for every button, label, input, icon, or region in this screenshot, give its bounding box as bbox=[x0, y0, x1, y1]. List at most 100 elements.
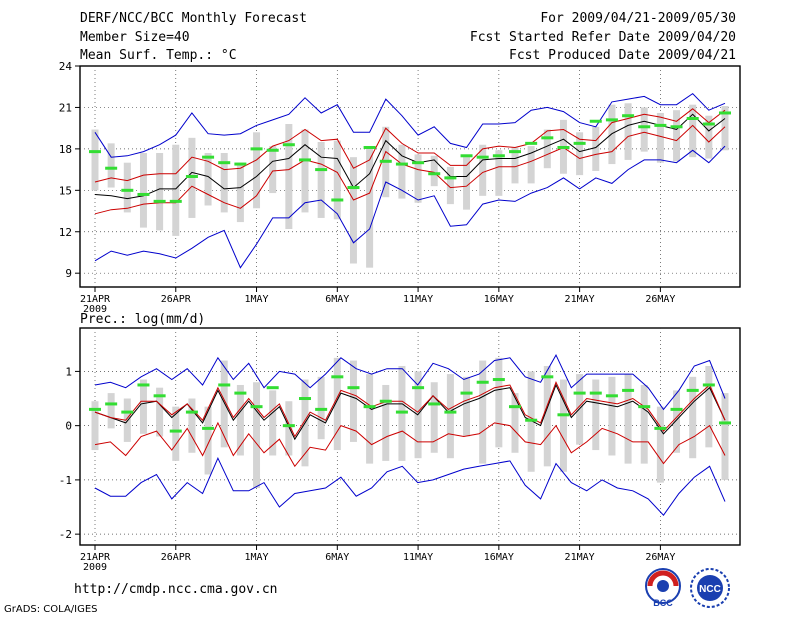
observed-marker bbox=[670, 125, 683, 129]
member-size: Member Size=40 bbox=[80, 30, 190, 45]
observed-marker bbox=[89, 407, 101, 411]
observed-marker bbox=[121, 188, 134, 192]
observed-marker bbox=[541, 136, 554, 140]
ensemble-box bbox=[236, 384, 244, 456]
x-tick-label: 16MAY bbox=[484, 294, 514, 305]
observed-marker bbox=[525, 418, 538, 422]
x-tick-label: 21MAY bbox=[565, 294, 595, 305]
observed-marker bbox=[412, 161, 425, 165]
ensemble-box bbox=[107, 143, 115, 188]
x-tick-label: 21APR bbox=[80, 294, 111, 305]
y-tick-label: 18 bbox=[59, 143, 72, 156]
observed-marker bbox=[589, 119, 602, 123]
ensemble-box bbox=[317, 141, 325, 218]
ensemble-box bbox=[446, 374, 454, 459]
observed-marker bbox=[654, 426, 667, 430]
ensemble-box bbox=[656, 406, 664, 483]
y-tick-label: 24 bbox=[59, 60, 73, 73]
ensemble-box bbox=[463, 157, 471, 210]
ensemble-box bbox=[285, 124, 293, 229]
ensemble-box bbox=[204, 153, 212, 206]
x-tick-label: 1MAY bbox=[244, 552, 268, 563]
observed-marker bbox=[605, 118, 618, 122]
observed-marker bbox=[331, 375, 344, 379]
observed-marker bbox=[315, 168, 328, 172]
observed-marker bbox=[428, 402, 441, 406]
observed-marker bbox=[573, 141, 586, 145]
ensemble-box bbox=[430, 382, 438, 453]
observed-marker bbox=[702, 383, 715, 387]
observed-marker bbox=[299, 397, 311, 401]
x-tick-label: 11MAY bbox=[403, 294, 433, 305]
ensemble-box bbox=[511, 147, 519, 184]
ensemble-box bbox=[527, 146, 535, 184]
observed-marker bbox=[89, 150, 101, 154]
y-tick-label: 9 bbox=[65, 267, 72, 280]
series-q3-line bbox=[94, 381, 726, 438]
series-min_envelope_top-line bbox=[94, 92, 726, 158]
observed-marker bbox=[719, 111, 731, 115]
plot-frame bbox=[79, 65, 741, 288]
ensemble-box bbox=[220, 360, 228, 448]
observed-marker bbox=[363, 405, 376, 409]
ensemble-box bbox=[430, 155, 438, 187]
observed-marker bbox=[492, 378, 505, 382]
ensemble-box bbox=[220, 153, 228, 213]
variable-label: Mean Surf. Temp.: °C bbox=[80, 48, 237, 63]
observed-marker bbox=[444, 410, 457, 414]
observed-marker bbox=[654, 123, 667, 127]
observed-marker bbox=[299, 158, 311, 162]
ensemble-box bbox=[91, 401, 99, 451]
observed-marker bbox=[702, 122, 715, 126]
x-tick-label: 26MAY bbox=[645, 552, 675, 563]
ensemble-box bbox=[640, 107, 648, 152]
ensemble-box bbox=[511, 393, 519, 453]
ensemble-box bbox=[91, 129, 99, 191]
ensemble-box bbox=[640, 384, 648, 464]
observed-marker bbox=[234, 391, 247, 395]
observed-marker bbox=[185, 410, 198, 414]
observed-marker bbox=[282, 143, 295, 147]
x-tick-year: 2009 bbox=[83, 562, 107, 573]
ensemble-box bbox=[366, 148, 374, 268]
series-max-line bbox=[94, 145, 726, 269]
observed-marker bbox=[169, 429, 182, 433]
source-url[interactable]: http://cmdp.ncc.cma.gov.cn bbox=[74, 582, 278, 597]
observed-marker bbox=[395, 410, 408, 414]
ensemble-box bbox=[107, 393, 115, 429]
observed-marker bbox=[622, 388, 635, 392]
bcc-logo-text: BCC bbox=[653, 598, 673, 608]
observed-marker bbox=[670, 407, 683, 411]
grads-credit: GrADS: COLA/IGES bbox=[4, 604, 98, 615]
observed-marker bbox=[347, 186, 360, 190]
observed-marker bbox=[460, 154, 473, 158]
x-tick-label: 6MAY bbox=[325, 552, 349, 563]
forecast-period: For 2009/04/21-2009/05/30 bbox=[540, 11, 736, 26]
observed-marker bbox=[379, 159, 392, 163]
ensemble-box bbox=[446, 166, 454, 205]
x-tick-label: 21APR bbox=[80, 552, 111, 563]
observed-marker bbox=[719, 421, 731, 425]
ensemble-box bbox=[398, 144, 406, 199]
ensemble-box bbox=[349, 157, 357, 264]
observed-marker bbox=[476, 155, 489, 159]
ensemble-box bbox=[463, 376, 471, 437]
ensemble-box bbox=[253, 382, 261, 489]
ensemble-box bbox=[333, 140, 341, 220]
ensemble-box bbox=[366, 374, 374, 464]
ensemble-box bbox=[285, 401, 293, 456]
y-tick-label: 21 bbox=[59, 101, 72, 114]
y-tick-label: 1 bbox=[65, 365, 72, 378]
ensemble-box bbox=[656, 112, 664, 163]
ensemble-box bbox=[204, 406, 212, 475]
chart-title: DERF/NCC/BCC Monthly Forecast bbox=[80, 11, 307, 26]
observed-marker bbox=[250, 405, 263, 409]
x-tick-label: 16MAY bbox=[484, 552, 514, 563]
observed-marker bbox=[363, 145, 376, 149]
observed-marker bbox=[137, 192, 150, 196]
observed-marker bbox=[250, 147, 263, 151]
ensemble-box bbox=[382, 384, 390, 461]
observed-marker bbox=[525, 141, 538, 145]
